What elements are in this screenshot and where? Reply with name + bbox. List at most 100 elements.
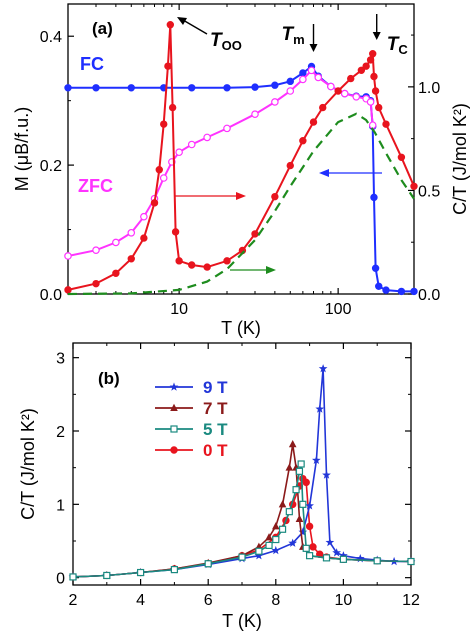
annotation-arrowhead-too [177,17,187,25]
data-point-9-t [318,364,328,373]
data-point-5-t [285,508,293,516]
data-point-c-t [168,103,177,112]
data-point-c-t [299,137,307,145]
legend-label-5-t: 5 T [203,420,228,439]
data-point-7-t [295,514,304,522]
legend-marker-5-t [170,425,178,433]
data-point-c-t [319,103,327,112]
data-point-5-t [306,552,314,560]
panel-b-frame [72,342,412,586]
data-point-c-t [286,161,294,170]
data-point-zfc [127,228,136,237]
data-point-fc [188,84,196,92]
data-point-c-t [160,120,168,128]
data-point-c-t [203,263,211,271]
y-left-axis-label: M (μB/f.u.) [12,107,32,191]
data-point-zfc [175,148,183,157]
series-line-zfc [67,68,374,257]
data-point-5-t [238,553,246,561]
legend-label-7-t: 7 T [203,399,228,418]
data-point-zfc [314,73,323,82]
data-point-fc [371,264,380,272]
data-point-c-t [410,182,418,190]
data-point-c-t [175,257,183,265]
data-point-c-t [271,192,279,201]
series-line-lattice [67,112,415,296]
data-point-c-t [171,228,180,236]
data-point-zfc [112,238,120,247]
data-point-5-t [103,571,111,580]
y-left-tick-label: 0.0 [40,287,62,304]
legend-marker-9-t [169,382,179,391]
data-point-c-t [369,50,377,58]
x-tick-label: 12 [402,592,420,609]
data-point-zfc [159,174,168,182]
data-point-zfc [368,121,377,129]
y-tick-label: 2 [56,424,65,441]
data-point-9-t [288,538,298,547]
data-point-5-t [302,544,310,552]
annotation-too: TOO [210,30,242,53]
data-point-5-t [299,500,307,508]
data-point-9-t [254,551,264,560]
data-point-zfc [271,98,279,106]
data-point-9-t [311,455,321,465]
data-point-c-t [382,120,390,128]
data-point-zfc [352,93,361,101]
legend-label-9-t: 9 T [203,378,228,397]
data-point-c-t [140,234,148,242]
data-point-c-t [223,257,231,265]
y-tick-label: 1 [56,497,65,514]
data-point-fc [299,69,307,77]
data-point-9-t [332,548,342,557]
data-point-fc [382,286,390,294]
data-point-5-t [292,486,300,494]
data-point-c-t [112,269,120,277]
data-point-7-t [278,500,287,508]
x-tick-label: 10 [335,592,353,609]
data-point-c-t [309,118,318,126]
x-axis-label: T (K) [222,611,262,631]
data-point-5-t [373,557,381,565]
data-point-zfc [223,124,231,133]
data-point-c-t [357,66,366,74]
data-point-5-t [255,547,263,555]
data-point-9-t [315,404,325,413]
series-label-zfc: ZFC [78,176,113,196]
data-point-c-t [251,230,259,238]
data-point-fc [64,84,72,92]
data-point-c-t [166,21,175,29]
data-point-5-t [272,535,280,544]
data-point-c-t [164,62,172,70]
data-point-c-t [155,166,163,174]
data-point-zfc [251,110,259,119]
data-point-zfc [286,87,295,95]
series-line-fc [68,65,414,293]
y-left-tick-label: 0.2 [40,158,62,175]
data-point-fc [127,84,135,92]
data-point-zfc [327,82,335,91]
y-tick-label: 0 [56,571,65,588]
data-point-fc [251,83,259,91]
y-right-tick-label: 0.0 [418,287,440,304]
data-point-5-t [170,565,178,574]
y-left-tick-label: 0.4 [40,29,62,46]
data-point-zfc [203,133,211,142]
annotation-arrow-too [182,19,208,35]
data-point-fc [397,287,406,296]
data-point-fc [370,193,378,202]
data-point-c-t [362,62,370,70]
data-point-5-t [297,460,305,468]
data-point-fc [410,287,418,296]
legend-marker-7-t [170,403,178,411]
data-point-zfc [187,140,196,149]
data-point-c-t [371,87,380,95]
panel-a: 10 100 0.0 0.2 0.4 0.0 0.5 1.0 T (K) M (μB/f.u.) C… [12,3,470,338]
legend-label-0-t: 0 T [203,441,228,460]
data-point-0-t [302,478,310,487]
y-right-tick-label: 1.0 [418,80,440,97]
data-point-5-t [69,573,77,581]
data-point-5-t [322,554,331,562]
data-point-c-t [375,103,383,112]
x-tick-label: 10 [170,301,188,318]
